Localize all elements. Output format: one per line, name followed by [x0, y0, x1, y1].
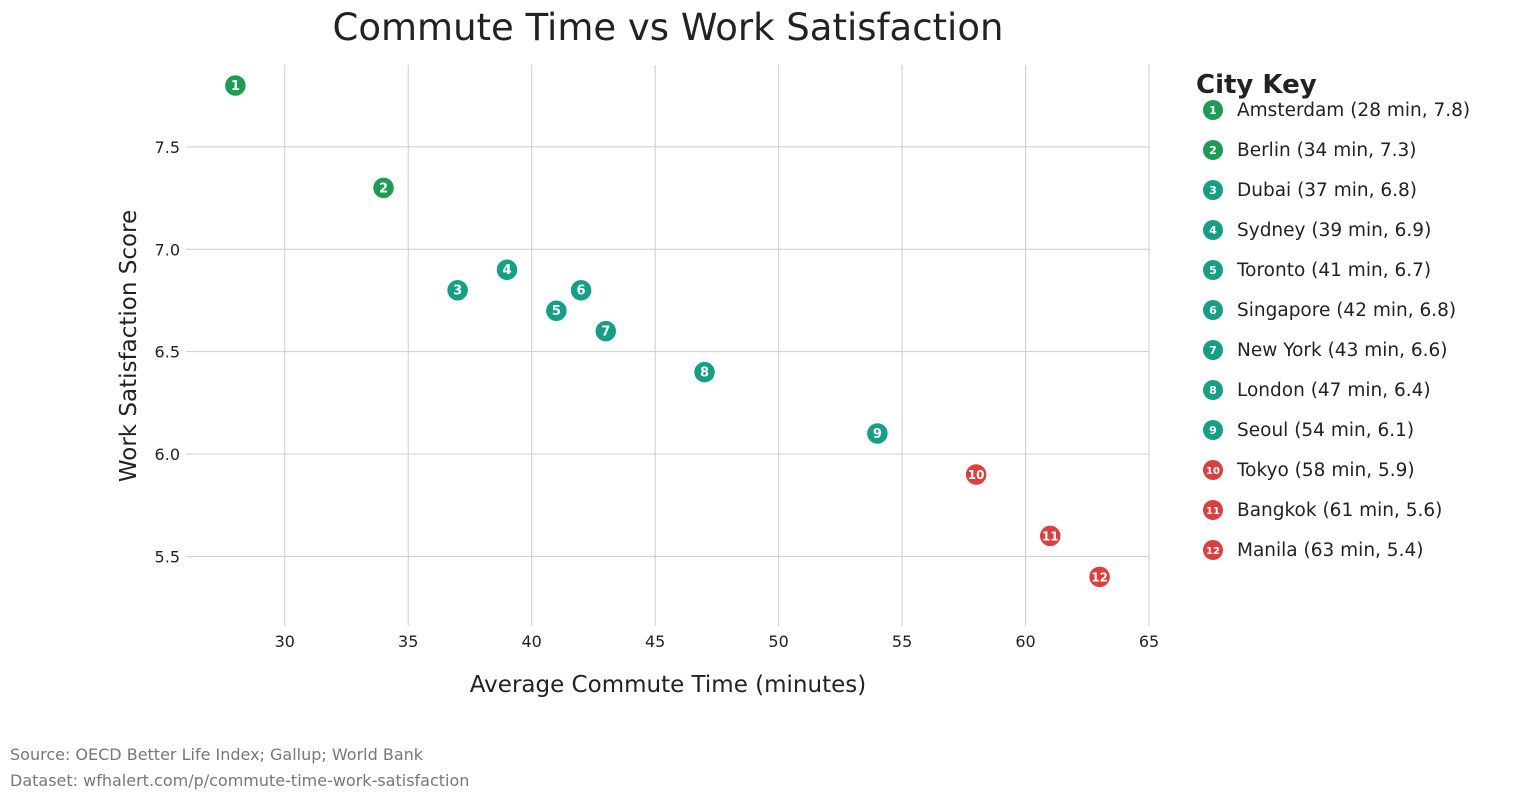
- data-point: [223, 73, 248, 98]
- legend-marker: [1203, 180, 1223, 200]
- legend-marker: [1203, 540, 1223, 560]
- x-tick-label: 40: [522, 632, 542, 651]
- dataset-note: Dataset: wfhalert.com/p/commute-time-wor…: [10, 771, 470, 790]
- legend-marker: [1203, 100, 1223, 120]
- legend-entry: Sydney (39 min, 6.9): [1237, 220, 1431, 241]
- data-point: [544, 298, 569, 323]
- x-tick-label: 30: [275, 632, 295, 651]
- chart-title: Commute Time vs Work Satisfaction: [333, 6, 1004, 49]
- legend-marker-label: 8: [1209, 384, 1217, 397]
- data-point: [594, 319, 618, 343]
- data-point-label: 5: [552, 304, 561, 319]
- x-tick-label: 60: [1015, 632, 1035, 651]
- x-tick-label: 50: [768, 632, 788, 651]
- data-point: [569, 278, 593, 302]
- x-tick-label: 35: [398, 632, 418, 651]
- data-point: [1087, 565, 1112, 589]
- data-point: [692, 360, 717, 384]
- legend-marker: [1203, 340, 1223, 360]
- legend-marker: [1203, 420, 1223, 440]
- data-point-label: 7: [601, 325, 610, 340]
- data-point-label: 6: [577, 284, 586, 299]
- legend-marker-label: 1: [1209, 104, 1217, 117]
- x-tick-label: 55: [892, 632, 912, 651]
- data-point: [371, 176, 396, 200]
- legend-marker-label: 9: [1209, 424, 1217, 437]
- legend-entry: Seoul (54 min, 6.1): [1237, 420, 1414, 441]
- x-tick-label: 65: [1139, 632, 1159, 651]
- legend-marker: [1203, 300, 1223, 320]
- legend-marker: [1203, 260, 1223, 280]
- data-point-label: 2: [379, 181, 388, 196]
- legend-marker-label: 11: [1206, 506, 1220, 517]
- legend-marker: [1203, 460, 1223, 480]
- legend-entry: Bangkok (61 min, 5.6): [1237, 500, 1442, 521]
- x-axis-label: Average Commute Time (minutes): [470, 672, 866, 698]
- legend-entry: Toronto (41 min, 6.7): [1236, 260, 1431, 281]
- legend-entry: Amsterdam (28 min, 7.8): [1237, 100, 1470, 121]
- legend-marker-label: 12: [1206, 546, 1220, 557]
- legend-marker-label: 7: [1209, 344, 1217, 357]
- legend-entry: Dubai (37 min, 6.8): [1237, 180, 1417, 201]
- legend-entry: Singapore (42 min, 6.8): [1237, 300, 1456, 321]
- y-tick-label: 7.5: [155, 138, 180, 157]
- y-tick-label: 6.5: [155, 343, 180, 362]
- legend-marker: [1203, 500, 1223, 520]
- legend-title: City Key: [1196, 70, 1317, 100]
- y-tick-label: 7.0: [155, 240, 180, 259]
- legend-marker-label: 2: [1209, 144, 1217, 157]
- data-point: [495, 257, 519, 282]
- legend-marker-label: 5: [1209, 264, 1217, 277]
- data-point: [1038, 524, 1062, 548]
- data-point: [865, 421, 890, 446]
- data-point-label: 4: [502, 263, 511, 278]
- legend: 1 Amsterdam (28 min, 7.8) 2 Berlin (34 min,…: [1203, 100, 1470, 561]
- legend-marker-label: 10: [1206, 466, 1220, 477]
- legend-marker: [1203, 380, 1223, 400]
- data-point: [964, 462, 988, 487]
- data-point-label: 9: [873, 427, 882, 442]
- legend-entry: Tokyo (58 min, 5.9): [1236, 460, 1415, 481]
- legend-entry: London (47 min, 6.4): [1237, 380, 1431, 401]
- y-axis-label: Work Satisfaction Score: [116, 210, 142, 482]
- legend-marker: [1203, 140, 1223, 160]
- legend-marker-label: 4: [1209, 224, 1217, 237]
- data-point-label: 10: [968, 468, 985, 482]
- legend-entry: Berlin (34 min, 7.3): [1237, 140, 1417, 161]
- legend-marker-label: 3: [1209, 184, 1217, 197]
- data-point-label: 3: [453, 284, 462, 299]
- data-point-label: 1: [231, 79, 240, 94]
- x-tick-label: 45: [645, 632, 665, 651]
- data-point-label: 11: [1042, 529, 1059, 543]
- source-note: Source: OECD Better Life Index; Gallup; …: [10, 745, 424, 764]
- data-point-label: 8: [700, 366, 709, 381]
- legend-marker-label: 6: [1209, 304, 1217, 317]
- data-point-label: 12: [1091, 570, 1108, 584]
- y-tick-label: 6.0: [155, 445, 180, 464]
- legend-entry: Manila (63 min, 5.4): [1237, 540, 1423, 561]
- data-point: [445, 278, 470, 302]
- y-tick-label: 5.5: [155, 547, 180, 566]
- legend-marker: [1203, 220, 1223, 240]
- legend-entry: New York (43 min, 6.6): [1237, 340, 1448, 361]
